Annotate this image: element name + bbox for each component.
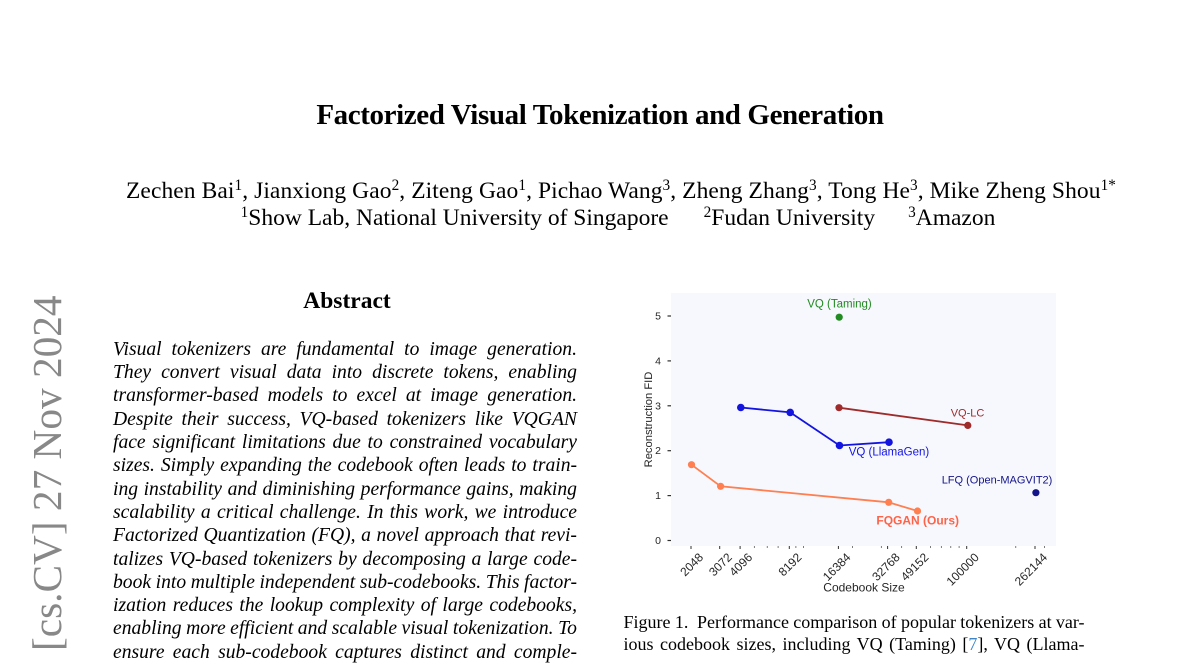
svg-text:VQ-LC: VQ-LC	[951, 407, 985, 419]
svg-text:16384: 16384	[820, 550, 854, 584]
svg-text:5: 5	[655, 311, 661, 323]
svg-text:0: 0	[655, 535, 661, 547]
svg-text:Codebook Size: Codebook Size	[823, 581, 905, 595]
svg-text:FQGAN (Ours): FQGAN (Ours)	[876, 514, 959, 528]
svg-text:1: 1	[655, 490, 661, 502]
svg-text:8192: 8192	[776, 550, 805, 579]
svg-text:49152: 49152	[898, 550, 932, 584]
svg-text:2048: 2048	[677, 550, 706, 579]
svg-text:Reconstruction FID: Reconstruction FID	[643, 372, 655, 468]
svg-text:VQ (Taming): VQ (Taming)	[807, 299, 872, 311]
svg-text:VQ (LlamaGen): VQ (LlamaGen)	[849, 447, 930, 459]
svg-text:100000: 100000	[944, 550, 982, 588]
svg-text:[cs.CV] 27 Nov 2024: [cs.CV] 27 Nov 2024	[24, 295, 70, 648]
svg-text:262144: 262144	[1012, 550, 1050, 588]
svg-text:4096: 4096	[726, 550, 755, 579]
svg-text:4: 4	[655, 355, 661, 367]
svg-text:LFQ (Open-MAGVIT2): LFQ (Open-MAGVIT2)	[942, 475, 1053, 487]
svg-text:2: 2	[655, 445, 661, 457]
svg-text:3: 3	[655, 400, 661, 412]
svg-text:32768: 32768	[869, 550, 903, 584]
